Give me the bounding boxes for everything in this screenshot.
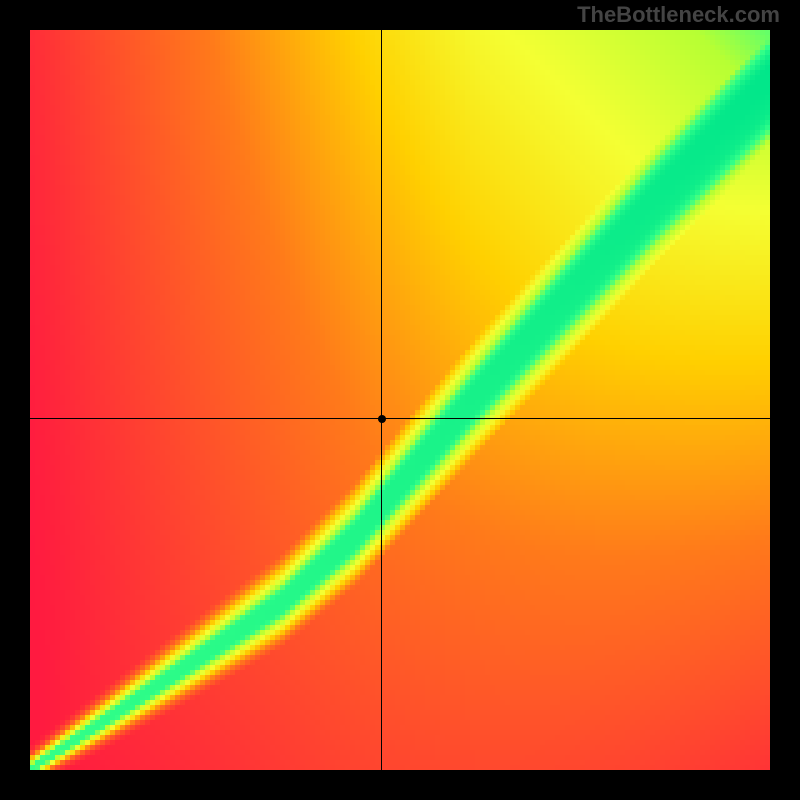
heatmap-canvas [30, 30, 770, 770]
watermark-text: TheBottleneck.com [577, 2, 780, 28]
chart-container: TheBottleneck.com [0, 0, 800, 800]
marker-dot [378, 415, 386, 423]
crosshair-vertical [381, 30, 382, 770]
plot-area [30, 30, 770, 770]
crosshair-horizontal [30, 418, 770, 419]
